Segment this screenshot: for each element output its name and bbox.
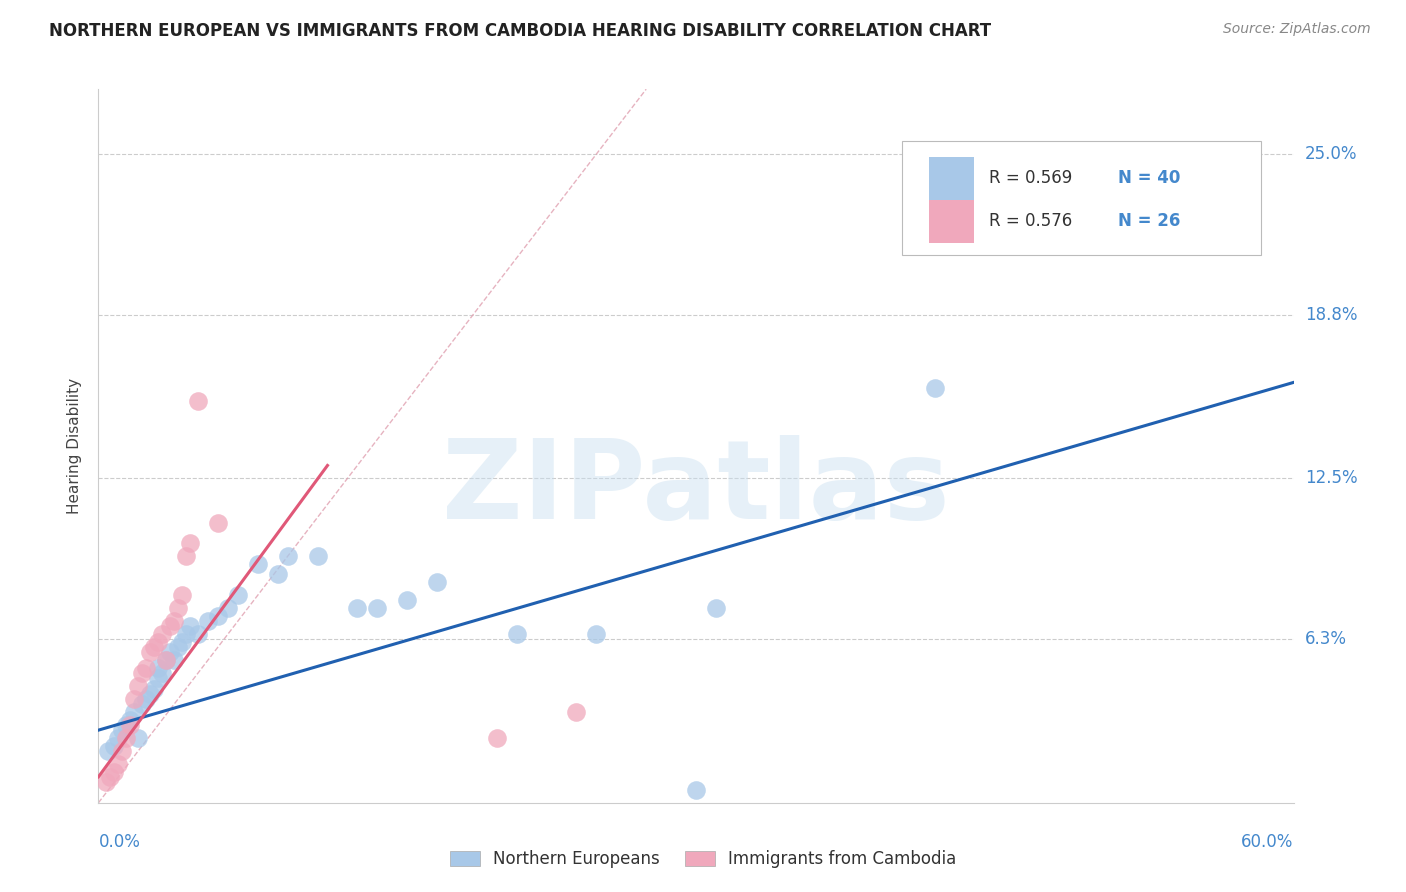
- Text: 18.8%: 18.8%: [1305, 306, 1357, 324]
- Text: NORTHERN EUROPEAN VS IMMIGRANTS FROM CAMBODIA HEARING DISABILITY CORRELATION CHA: NORTHERN EUROPEAN VS IMMIGRANTS FROM CAM…: [49, 22, 991, 40]
- Point: [135, 661, 157, 675]
- FancyBboxPatch shape: [929, 157, 974, 200]
- Point: [485, 731, 508, 745]
- FancyBboxPatch shape: [929, 200, 974, 243]
- Point: [346, 601, 368, 615]
- Point: [120, 713, 142, 727]
- Point: [226, 588, 249, 602]
- FancyBboxPatch shape: [901, 141, 1261, 255]
- Text: N = 26: N = 26: [1118, 212, 1180, 230]
- Point: [103, 764, 125, 779]
- Y-axis label: Hearing Disability: Hearing Disability: [67, 378, 83, 514]
- Point: [111, 744, 134, 758]
- Point: [148, 671, 170, 685]
- Point: [96, 775, 118, 789]
- Point: [246, 557, 269, 571]
- Point: [685, 782, 707, 797]
- Point: [174, 549, 197, 564]
- Point: [187, 393, 209, 408]
- Text: ZIPatlas: ZIPatlas: [441, 435, 950, 542]
- Text: 25.0%: 25.0%: [1305, 145, 1357, 163]
- Point: [704, 601, 727, 615]
- Point: [426, 575, 449, 590]
- Point: [107, 756, 129, 771]
- Text: 60.0%: 60.0%: [1241, 833, 1294, 851]
- Point: [143, 681, 166, 696]
- Point: [174, 627, 197, 641]
- Point: [127, 679, 149, 693]
- Text: 6.3%: 6.3%: [1305, 631, 1347, 648]
- Point: [155, 653, 177, 667]
- Point: [135, 692, 157, 706]
- Point: [396, 593, 419, 607]
- Point: [167, 601, 190, 615]
- Point: [585, 627, 607, 641]
- Point: [565, 705, 588, 719]
- Point: [131, 697, 153, 711]
- Point: [150, 666, 173, 681]
- Point: [139, 687, 162, 701]
- Point: [139, 645, 162, 659]
- Point: [115, 731, 138, 745]
- Point: [148, 661, 170, 675]
- Point: [172, 588, 194, 602]
- Point: [98, 770, 122, 784]
- Point: [267, 567, 290, 582]
- Point: [124, 692, 146, 706]
- Point: [115, 718, 138, 732]
- Text: N = 40: N = 40: [1118, 169, 1180, 187]
- Point: [307, 549, 329, 564]
- Point: [217, 601, 239, 615]
- Point: [107, 731, 129, 745]
- Point: [97, 744, 120, 758]
- Point: [103, 739, 125, 753]
- Point: [148, 635, 170, 649]
- Point: [159, 619, 181, 633]
- Point: [172, 635, 194, 649]
- Point: [187, 627, 209, 641]
- Text: R = 0.569: R = 0.569: [988, 169, 1071, 187]
- Point: [143, 640, 166, 654]
- Point: [207, 516, 229, 530]
- Point: [163, 614, 186, 628]
- Point: [924, 381, 946, 395]
- Point: [111, 723, 134, 738]
- Point: [506, 627, 529, 641]
- Point: [124, 705, 146, 719]
- Point: [179, 619, 201, 633]
- Text: 0.0%: 0.0%: [98, 833, 141, 851]
- Point: [163, 653, 186, 667]
- Point: [120, 718, 142, 732]
- Point: [277, 549, 299, 564]
- Legend: Northern Europeans, Immigrants from Cambodia: Northern Europeans, Immigrants from Camb…: [443, 844, 963, 875]
- Point: [179, 536, 201, 550]
- Text: 12.5%: 12.5%: [1305, 469, 1357, 487]
- Point: [167, 640, 190, 654]
- Text: R = 0.576: R = 0.576: [988, 212, 1071, 230]
- Point: [159, 645, 181, 659]
- Point: [131, 666, 153, 681]
- Point: [366, 601, 388, 615]
- Point: [197, 614, 219, 628]
- Text: Source: ZipAtlas.com: Source: ZipAtlas.com: [1223, 22, 1371, 37]
- Point: [127, 731, 149, 745]
- Point: [207, 609, 229, 624]
- Point: [155, 653, 177, 667]
- Point: [150, 627, 173, 641]
